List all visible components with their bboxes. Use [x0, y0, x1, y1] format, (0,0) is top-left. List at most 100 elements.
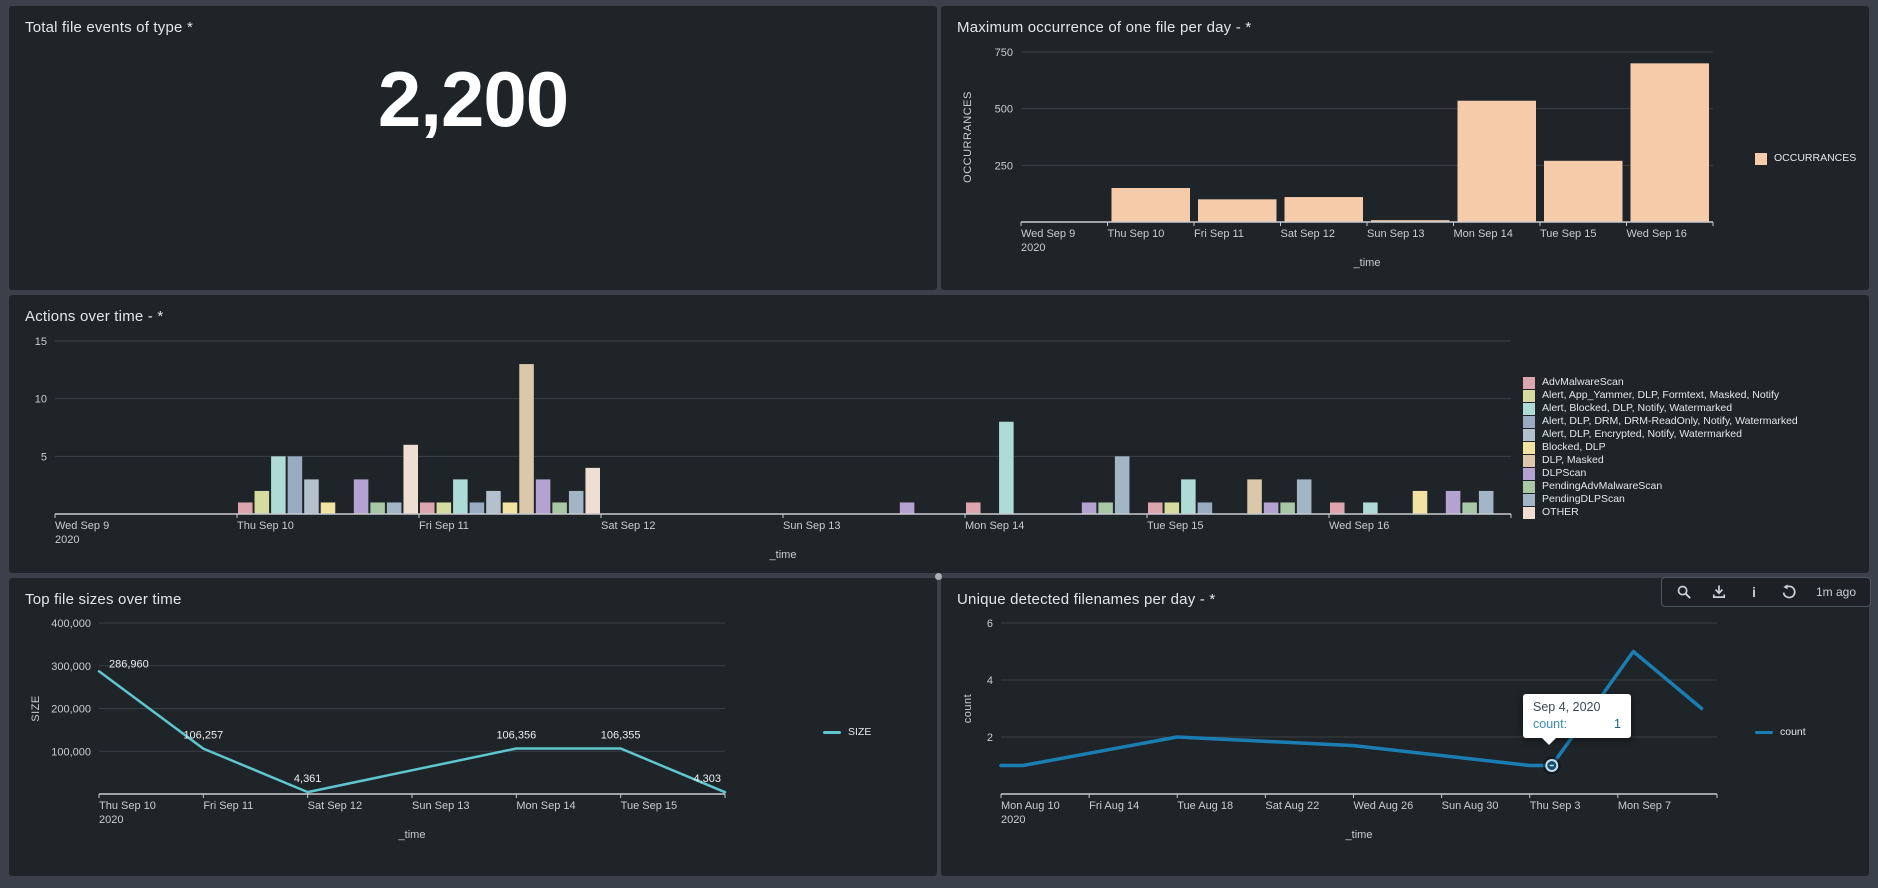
svg-text:Tue Sep 15: Tue Sep 15	[621, 800, 677, 812]
download-icon[interactable]	[1711, 584, 1727, 600]
svg-text:Thu Sep 10: Thu Sep 10	[99, 800, 156, 812]
legend-item[interactable]: PendingAdvMalwareScan	[1523, 480, 1798, 493]
grouped-bar-chart[interactable]: 5 10 15 Wed Sep 9 2020 Thu Sep 10 Fri Sep 11 Sa…	[25, 325, 1517, 570]
legend-swatch	[1523, 415, 1535, 428]
chart-tooltip: Sep 4, 2020 count: 1	[1523, 694, 1631, 745]
legend-item[interactable]: Alert, Blocked, DLP, Notify, Watermarked	[1523, 402, 1798, 415]
svg-text:750: 750	[995, 47, 1013, 59]
svg-text:Mon Sep 7: Mon Sep 7	[1618, 800, 1671, 812]
svg-text:106,355: 106,355	[601, 730, 641, 742]
svg-text:Wed Sep 9: Wed Sep 9	[55, 520, 109, 532]
svg-text:Fri Sep 11: Fri Sep 11	[203, 800, 253, 812]
svg-text:Sat Sep 12: Sat Sep 12	[601, 520, 655, 532]
legend-item[interactable]: DLP, Masked	[1523, 454, 1798, 467]
legend-swatch	[1523, 506, 1535, 519]
svg-text:Wed Sep 9: Wed Sep 9	[1021, 228, 1075, 240]
panel-total-file-events: Total file events of type * 2,200	[9, 6, 937, 290]
svg-text:6: 6	[987, 618, 993, 630]
panel-title: Maximum occurrence of one file per day -…	[957, 19, 1252, 36]
svg-text:2020: 2020	[1021, 242, 1045, 254]
svg-text:106,257: 106,257	[183, 730, 223, 742]
legend-item[interactable]: DLPScan	[1523, 467, 1798, 480]
legend-item[interactable]: OCCURRANCES	[1755, 152, 1856, 165]
svg-text:300,000: 300,000	[51, 661, 91, 673]
legend-swatch	[1523, 428, 1535, 441]
svg-text:106,356: 106,356	[496, 730, 536, 742]
line-chart-sizes[interactable]: 100,000 200,000 300,000 400,000 SIZE 286,960 1…	[25, 608, 817, 857]
legend-label: DLPScan	[1542, 467, 1587, 479]
legend-label: AdvMalwareScan	[1542, 376, 1624, 388]
svg-text:2020: 2020	[55, 534, 79, 546]
legend-item[interactable]: SIZE	[823, 726, 871, 739]
svg-text:400,000: 400,000	[51, 618, 91, 630]
svg-text:Mon Sep 14: Mon Sep 14	[965, 520, 1024, 532]
svg-text:4: 4	[987, 675, 993, 687]
panel-title: Top file sizes over time	[25, 591, 182, 608]
svg-text:Mon Aug 10: Mon Aug 10	[1001, 800, 1060, 812]
legend-item[interactable]: Alert, DLP, Encrypted, Notify, Watermark…	[1523, 428, 1798, 441]
svg-text:Tue Aug 18: Tue Aug 18	[1177, 800, 1233, 812]
svg-text:15: 15	[35, 336, 47, 348]
line-chart-unique[interactable]: 2 4 6 count Mon Aug 10 2020 Fri Aug 14 Tue Aug …	[957, 608, 1749, 857]
svg-text:Fri Sep 11: Fri Sep 11	[419, 520, 469, 532]
svg-text:SIZE: SIZE	[30, 695, 42, 721]
svg-text:Tue Sep 15: Tue Sep 15	[1147, 520, 1203, 532]
info-icon[interactable]: i	[1746, 584, 1762, 600]
chart-legend: SIZE	[823, 726, 871, 739]
legend-item[interactable]: Alert, App_Yammer, DLP, Formtext, Masked…	[1523, 389, 1798, 402]
svg-text:Sat Aug 22: Sat Aug 22	[1265, 800, 1319, 812]
bar-chart[interactable]: 250 500 750 OCCURRANCES Wed Sep 9 2020 Thu Sep…	[957, 36, 1749, 281]
legend-item[interactable]: OTHER	[1523, 506, 1798, 519]
legend-item[interactable]: Blocked, DLP	[1523, 441, 1798, 454]
panel-top-file-sizes: Top file sizes over time 100,000 200,000 3…	[9, 578, 937, 876]
legend-label: SIZE	[848, 726, 872, 738]
svg-text:286,960: 286,960	[109, 658, 149, 670]
svg-text:i: i	[1752, 585, 1756, 600]
legend-label: PendingAdvMalwareScan	[1542, 480, 1663, 492]
svg-text:2020: 2020	[1001, 814, 1025, 826]
chart-legend: count	[1755, 726, 1806, 739]
dashboard: Total file events of type * 2,200 Maximu…	[9, 6, 1869, 876]
legend-item[interactable]: AdvMalwareScan	[1523, 376, 1798, 389]
line-chart-sizes-svg: 100,000 200,000 300,000 400,000 SIZE 286,960 1…	[30, 618, 727, 841]
svg-text:Wed Aug 26: Wed Aug 26	[1353, 800, 1413, 812]
legend-swatch	[823, 731, 841, 734]
legend-swatch	[1523, 441, 1535, 454]
legend-label: PendingDLPScan	[1542, 493, 1625, 505]
legend-swatch	[1523, 376, 1535, 389]
svg-text:_time: _time	[769, 549, 797, 561]
svg-text:2020: 2020	[99, 814, 123, 826]
legend-swatch	[1523, 454, 1535, 467]
panel-toolbar: i 1m ago	[1660, 577, 1871, 607]
chart-legend: AdvMalwareScan Alert, App_Yammer, DLP, Fo…	[1523, 376, 1798, 519]
svg-text:5: 5	[41, 451, 47, 463]
legend-item[interactable]: Alert, DLP, DRM, DRM-ReadOnly, Notify, W…	[1523, 415, 1798, 428]
panel-title: Unique detected filenames per day - *	[957, 591, 1216, 608]
svg-text:10: 10	[35, 394, 47, 406]
refresh-icon[interactable]	[1781, 584, 1797, 600]
svg-text:Wed Sep 16: Wed Sep 16	[1627, 228, 1687, 240]
search-icon[interactable]	[1676, 584, 1692, 600]
svg-text:Tue Sep 15: Tue Sep 15	[1540, 228, 1596, 240]
legend-label: Alert, DLP, DRM, DRM-ReadOnly, Notify, W…	[1542, 415, 1798, 427]
svg-text:Thu Sep 3: Thu Sep 3	[1530, 800, 1581, 812]
svg-text:Wed Sep 16: Wed Sep 16	[1329, 520, 1389, 532]
refresh-age-label: 1m ago	[1815, 585, 1856, 599]
legend-item[interactable]: PendingDLPScan	[1523, 493, 1798, 506]
tooltip-value: 1	[1614, 717, 1621, 731]
svg-text:_time: _time	[398, 829, 426, 841]
legend-item[interactable]: count	[1755, 726, 1806, 739]
legend-label: Alert, DLP, Encrypted, Notify, Watermark…	[1542, 428, 1742, 440]
svg-text:2: 2	[987, 732, 993, 744]
scroll-indicator-dot[interactable]	[935, 573, 942, 580]
svg-text:Fri Aug 14: Fri Aug 14	[1089, 800, 1139, 812]
svg-text:Thu Sep 10: Thu Sep 10	[237, 520, 294, 532]
legend-label: Alert, App_Yammer, DLP, Formtext, Masked…	[1542, 389, 1780, 401]
svg-text:count: count	[962, 694, 974, 723]
svg-text:Fri Sep 11: Fri Sep 11	[1194, 228, 1244, 240]
tooltip-label: count:	[1533, 717, 1568, 731]
panel-actions-over-time: Actions over time - * 5 10 15 Wed Sep 9 2020…	[9, 295, 1869, 573]
legend-swatch	[1755, 731, 1773, 734]
panel-unique-filenames: Unique detected filenames per day - * 2 4…	[941, 578, 1869, 876]
svg-text:_time: _time	[1345, 829, 1373, 841]
